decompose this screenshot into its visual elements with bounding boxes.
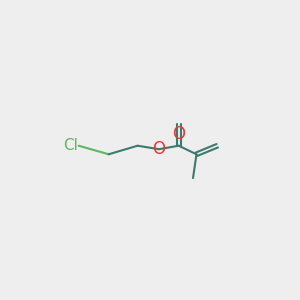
Text: O: O xyxy=(153,140,166,158)
Text: Cl: Cl xyxy=(63,138,77,153)
Text: O: O xyxy=(172,125,185,143)
